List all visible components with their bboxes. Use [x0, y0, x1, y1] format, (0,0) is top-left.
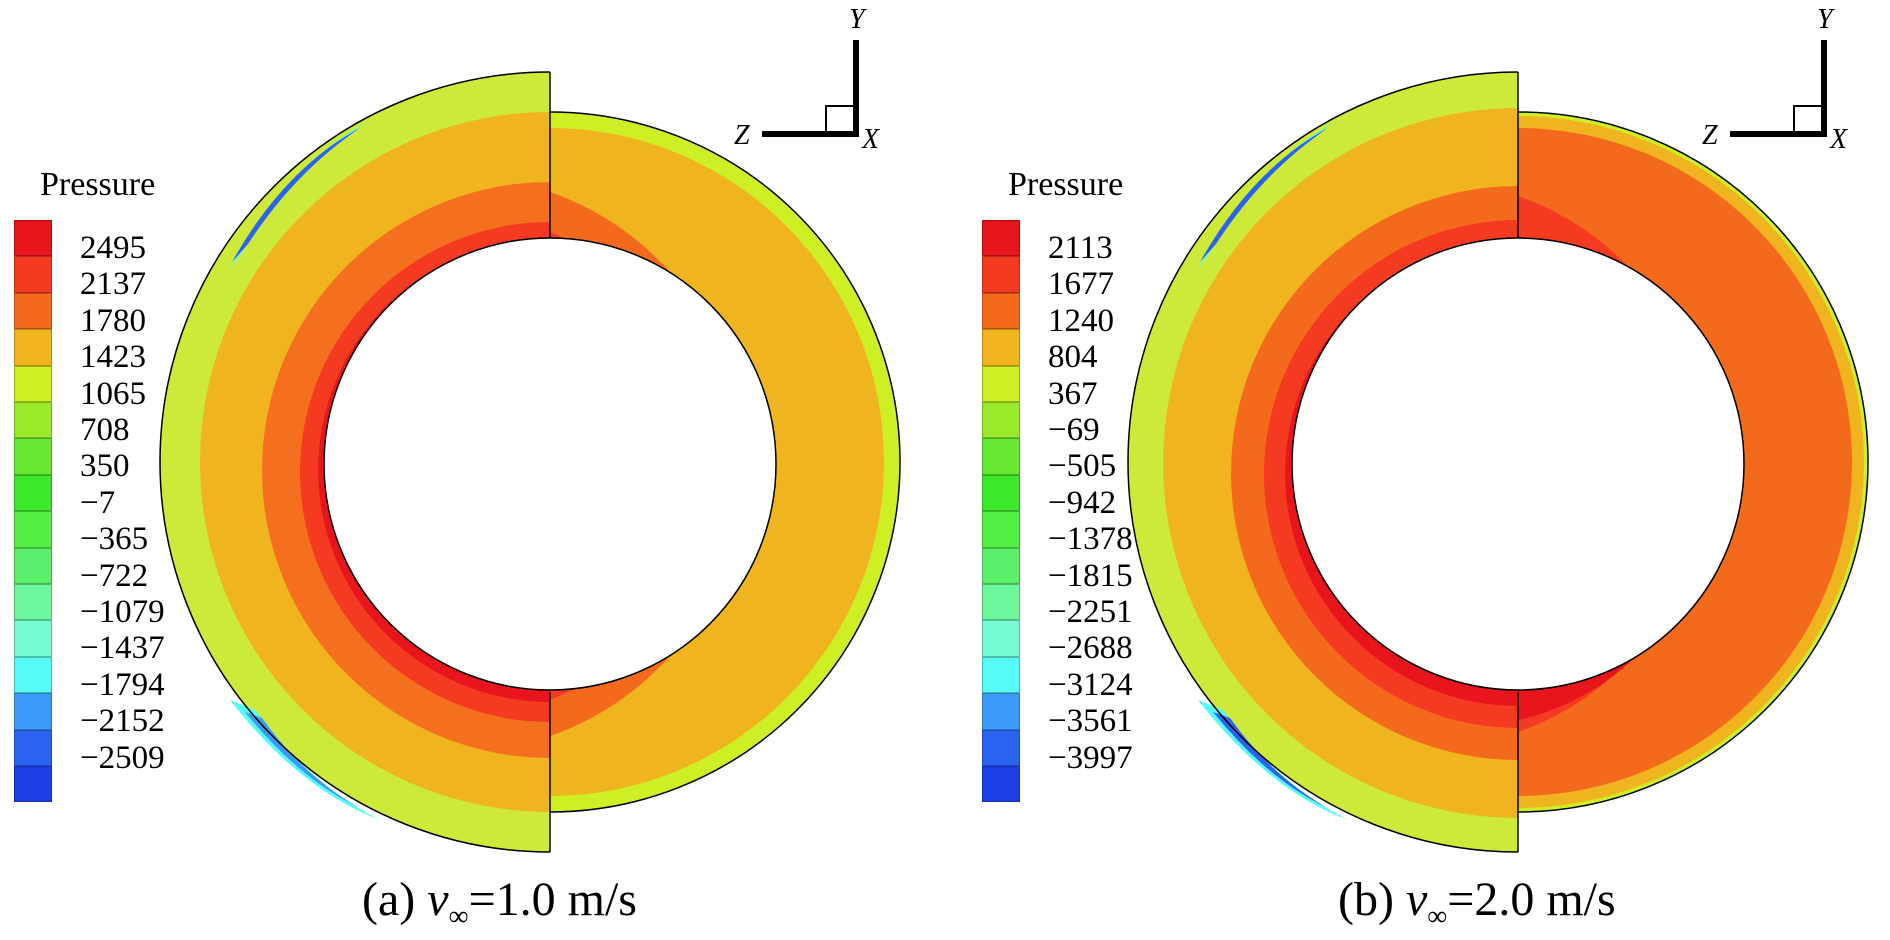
legend-level-label: 1065 — [80, 375, 146, 412]
axis-label-y: Y — [849, 4, 868, 35]
legend-swatch — [14, 729, 52, 766]
legend-level-label: 804 — [1048, 339, 1098, 376]
legend-swatch — [982, 511, 1020, 548]
legend-level-label: −505 — [1048, 448, 1117, 485]
legend-swatch — [982, 693, 1020, 730]
legend-level-label: −1815 — [1048, 557, 1133, 594]
legend-level-label: −2152 — [80, 703, 165, 740]
left-half-outline — [159, 71, 551, 853]
legend-swatch — [982, 220, 1020, 257]
legend-swatch — [14, 766, 52, 803]
axis-label-y: Y — [1817, 4, 1836, 35]
legend-swatch — [982, 329, 1020, 366]
legend-level-label: −1378 — [1048, 521, 1133, 558]
legend-swatch — [14, 693, 52, 730]
caption-suffix: =2.0 m/s — [1447, 873, 1616, 926]
legend-level-label: −3997 — [1048, 739, 1133, 776]
inner-hole — [323, 237, 777, 691]
axis-label-x: X — [1829, 124, 1848, 155]
legend-swatch — [14, 329, 52, 366]
legend-level-label: −7 — [80, 484, 116, 521]
legend-swatch — [982, 292, 1020, 330]
legend-level-label: −1794 — [80, 666, 165, 703]
left-low-pressure-streak-bottom-core — [245, 712, 360, 808]
legend-swatch — [14, 402, 52, 439]
legend-level-label: −3124 — [1048, 666, 1133, 703]
right-half-outline — [1517, 111, 1869, 813]
axis-label-x: X — [861, 124, 880, 155]
legend-swatch — [14, 256, 52, 293]
legend-level-label: 2137 — [80, 266, 146, 303]
legend-level-label: 2495 — [80, 230, 146, 266]
legend-colorbar: 2495 2137 1780 1423 1065 708 350 −7 −365 −722 −107… — [14, 220, 165, 803]
legend-level-label: 367 — [1048, 375, 1098, 412]
legend-swatch — [982, 620, 1020, 657]
legend-swatch — [982, 256, 1020, 293]
legend-level-label: −3561 — [1048, 703, 1133, 740]
right-half-outline — [549, 111, 901, 813]
legend-swatch — [982, 766, 1020, 803]
legend-level-label: 350 — [80, 448, 130, 485]
inner-hole — [1291, 237, 1745, 691]
legend-level-label: −2688 — [1048, 630, 1133, 667]
legend-level-label: −2509 — [80, 739, 165, 776]
legend-swatch — [14, 620, 52, 657]
contour-plot-b: Y Z X — [1127, 4, 1869, 853]
legend-swatch — [14, 220, 52, 257]
legend-level-label: 1423 — [80, 339, 146, 376]
legend-swatch — [982, 547, 1020, 584]
legend-level-label: 1780 — [80, 302, 146, 339]
axis-triad-a: Y Z X — [734, 4, 880, 155]
caption-subscript: ∞ — [1427, 901, 1448, 932]
legend-swatch — [982, 584, 1020, 621]
legend-title: Pressure — [40, 166, 156, 203]
legend-colorbar: 2113 1677 1240 804 367 −69 −505 −942 −1378 −1815−… — [982, 220, 1133, 803]
panel-a: Y Z X Pressure 2495 2137 1780 1423 1065 708 35… — [14, 4, 901, 933]
legend-swatch — [14, 292, 52, 330]
legend-level-label: 2113 — [1048, 230, 1113, 266]
legend-level-label: −942 — [1048, 484, 1117, 521]
legend-swatch — [14, 511, 52, 548]
caption-variable: v — [427, 873, 449, 926]
legend-swatch — [14, 584, 52, 621]
caption-variable: v — [1405, 873, 1428, 926]
legend-level-label: −365 — [80, 521, 149, 558]
legend-swatch — [14, 474, 52, 512]
legend-swatch — [14, 656, 52, 694]
caption-prefix: (a) — [362, 873, 428, 926]
annulus-a — [159, 71, 901, 853]
legend-level-label: 1677 — [1048, 266, 1114, 303]
left-low-pressure-streak-bottom-core — [1213, 712, 1328, 808]
legend-title: Pressure — [1008, 166, 1124, 203]
legend-level-label: −69 — [1048, 412, 1100, 448]
legend-swatch — [982, 729, 1020, 766]
legend-level-label: −1079 — [80, 594, 165, 630]
caption-a: (a) v∞=1.0 m/s — [362, 872, 637, 933]
axis-triad-b: Y Z X — [1702, 4, 1848, 155]
left-half-outline — [1127, 71, 1519, 853]
legend-level-label: −1437 — [80, 630, 165, 667]
legend-swatch — [982, 402, 1020, 439]
panel-b: Y Z X Pressure 2113 1677 1240 804 367 −69 −505… — [968, 0, 1890, 940]
legend-swatch — [14, 547, 52, 584]
legend-level-label: −2251 — [1048, 594, 1133, 630]
caption-b: (b) v∞=2.0 m/s — [1338, 872, 1616, 933]
legend-swatch — [982, 474, 1020, 512]
legend-level-label: 1240 — [1048, 302, 1114, 339]
legend-swatch — [14, 438, 52, 475]
axis-label-z: Z — [1702, 120, 1718, 151]
caption-subscript: ∞ — [448, 901, 469, 932]
legend-level-label: 708 — [80, 412, 130, 448]
axis-label-z: Z — [734, 120, 750, 151]
legend-swatch — [982, 656, 1020, 694]
legend-swatch — [982, 438, 1020, 475]
annulus-b — [1127, 71, 1869, 853]
legend-swatch — [982, 365, 1020, 402]
caption-suffix: =1.0 m/s — [468, 873, 637, 926]
caption-prefix: (b) — [1338, 873, 1406, 926]
legend-swatch — [14, 365, 52, 402]
contour-plot-a: Y Z X — [159, 4, 901, 853]
legend-level-label: −722 — [80, 557, 149, 594]
